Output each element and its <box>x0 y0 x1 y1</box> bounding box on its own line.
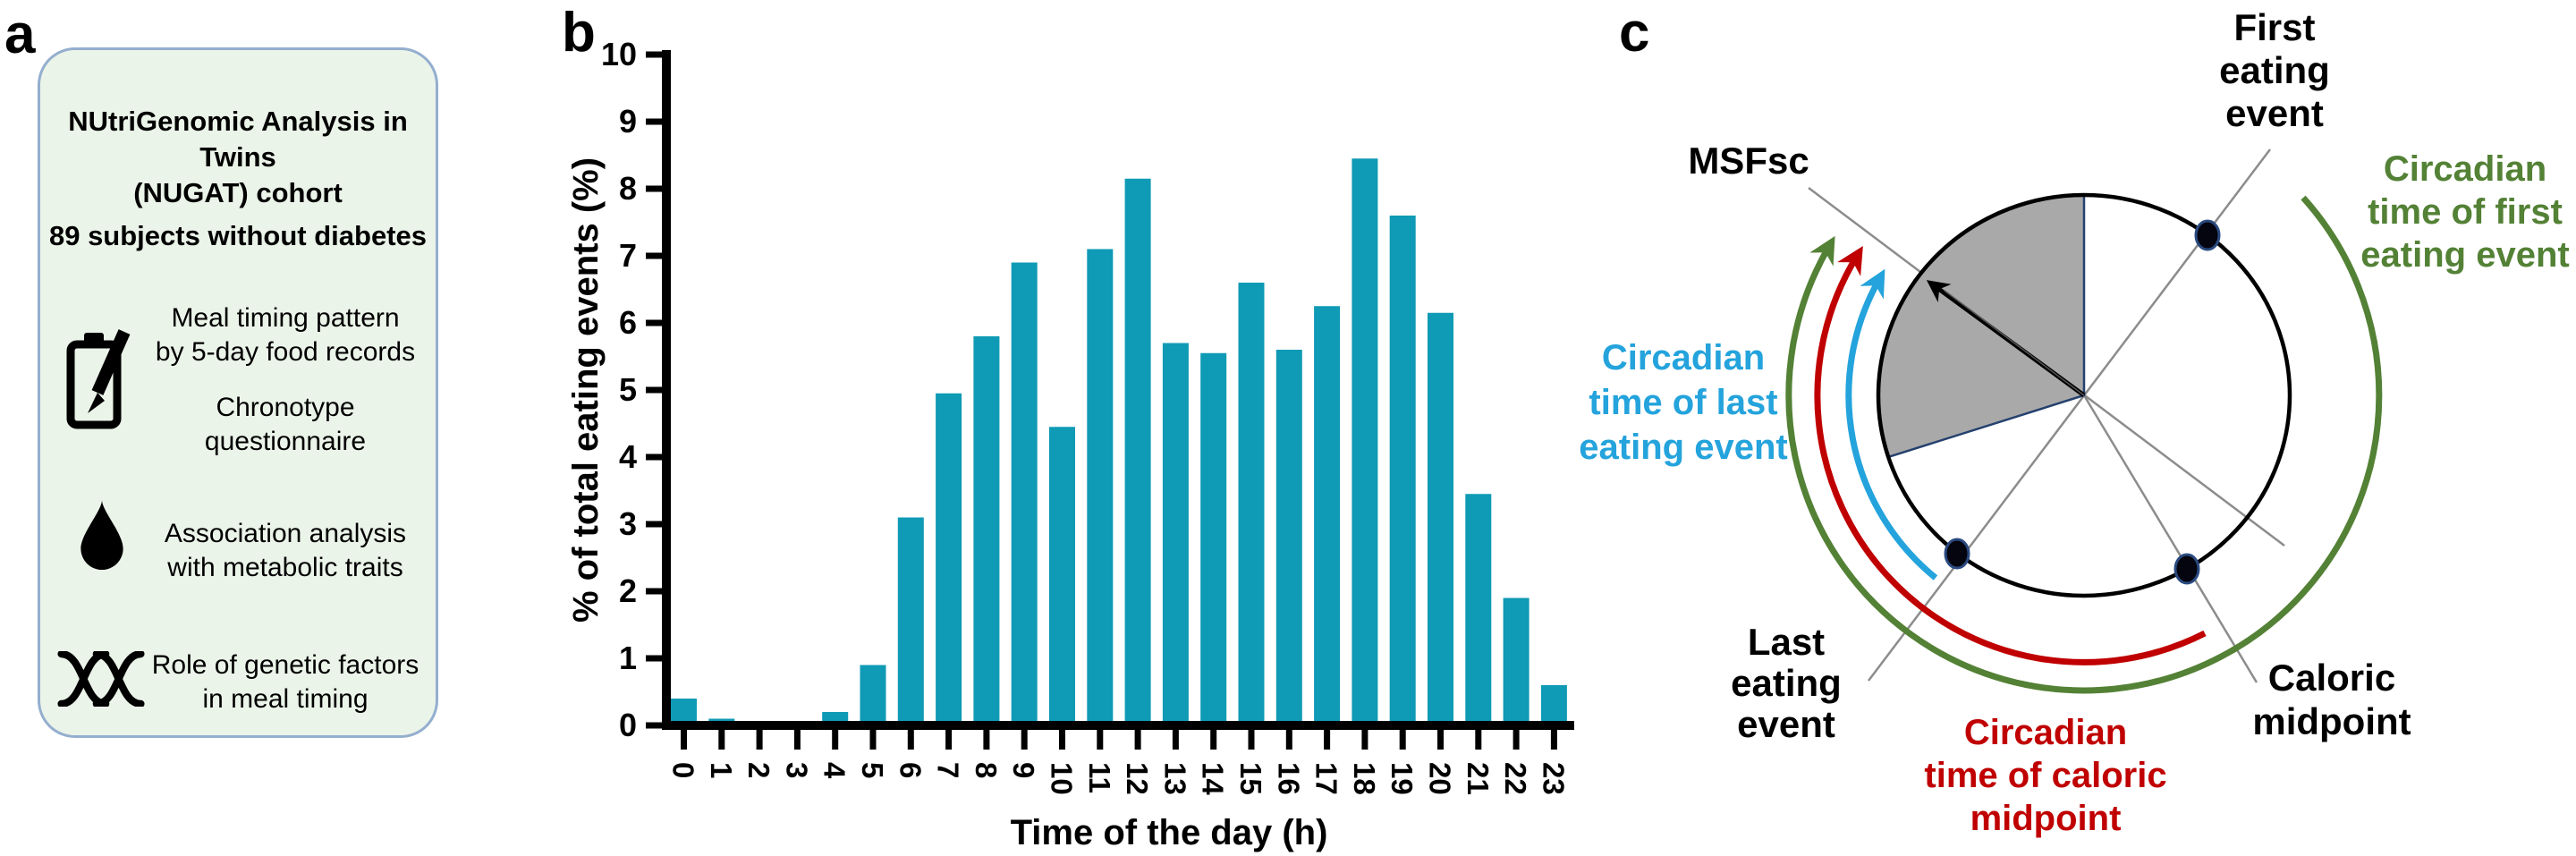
circadian-first-label: Circadian time of first eating event <box>2360 149 2569 275</box>
x-tick-label: 18 <box>1348 762 1381 795</box>
bar <box>1275 350 1302 725</box>
circadian-first-arc <box>1785 195 2383 694</box>
association-analysis-text: Association analysis with metabolic trai… <box>164 519 407 582</box>
x-tick-label: 13 <box>1158 762 1191 795</box>
clipboard-clip <box>84 333 104 347</box>
circadian-clock-diagram: MSFsc First eating event Circadian time of … <box>1579 6 2569 838</box>
bar <box>1011 262 1038 725</box>
water-drop-icon <box>79 500 125 574</box>
bar <box>1389 216 1416 725</box>
bar <box>1200 352 1227 725</box>
dna-strands <box>57 649 145 708</box>
y-tick-label: 3 <box>619 505 637 542</box>
y-tick-label: 1 <box>619 640 637 676</box>
y-tick-label: 6 <box>619 304 637 341</box>
x-tick-label: 3 <box>780 762 813 778</box>
x-tick-label: 16 <box>1272 762 1305 795</box>
bar <box>1162 343 1189 725</box>
x-tick-label: 23 <box>1537 762 1570 795</box>
pencil-shaft <box>91 329 131 395</box>
x-tick-label: 0 <box>667 762 700 778</box>
y-tick-label: 7 <box>619 237 637 274</box>
panel-a-label: a <box>4 4 36 65</box>
bar <box>936 393 962 725</box>
x-tick-label: 2 <box>742 762 775 778</box>
bar <box>1428 312 1453 725</box>
bar <box>973 336 1000 725</box>
circadian-caloric-label: Circadian time of caloric midpoint <box>1924 713 2166 838</box>
cohort-title: NUtriGenomic Analysis in Twins (NUGAT) c… <box>68 106 408 208</box>
chronotype-text: Chronotype questionnaire <box>204 393 367 456</box>
bar <box>1238 283 1265 725</box>
first-eating-label: First eating event <box>2219 6 2330 134</box>
x-tick-label: 11 <box>1083 762 1116 793</box>
x-tick-label: 9 <box>1007 762 1040 778</box>
subjects-count: 89 subjects without diabetes <box>48 220 428 251</box>
sleep-sector <box>1877 193 2086 459</box>
msfsc-arrow-inner <box>1944 290 2085 396</box>
bar <box>1124 178 1151 725</box>
bar <box>1314 306 1341 725</box>
y-axis-title: % of total eating events (%) <box>566 157 606 623</box>
x-tick-label: 5 <box>856 762 889 778</box>
x-tick-label: 4 <box>818 762 852 779</box>
first-eating-dot <box>2194 219 2221 251</box>
panel-b-label: b <box>562 2 596 64</box>
bar <box>1540 685 1567 725</box>
y-tick-label: 9 <box>619 103 637 140</box>
bar <box>897 517 924 725</box>
y-tick-label: 10 <box>601 36 637 72</box>
y-tick-label: 8 <box>619 170 637 207</box>
y-tick-label: 4 <box>619 438 637 475</box>
x-axis-title: Time of the day (h) <box>1011 813 1328 852</box>
x-tick-label: 19 <box>1385 762 1419 795</box>
circadian-last-label: Circadian time of last eating event <box>1579 338 1787 467</box>
circadian-last-arc <box>1845 268 1938 581</box>
x-tick-label: 20 <box>1424 762 1457 795</box>
x-tick-label: 6 <box>894 762 927 778</box>
x-tick-label: 22 <box>1499 762 1532 795</box>
y-tick-label: 0 <box>619 707 637 743</box>
bar <box>1352 158 1378 725</box>
drop-shape <box>80 500 123 570</box>
msfsc-label: MSFsc <box>1688 140 1809 182</box>
dna-icon <box>56 649 146 711</box>
x-tick-label: 1 <box>705 762 738 778</box>
x-tick-label: 7 <box>932 762 965 778</box>
clock-circle <box>1876 192 2292 598</box>
bar <box>1049 427 1075 725</box>
bar <box>860 665 886 725</box>
y-tick-label: 2 <box>619 572 637 609</box>
x-tick-label: 15 <box>1234 762 1267 795</box>
bar <box>1087 249 1114 725</box>
caloric-midpoint-dot <box>2174 553 2200 585</box>
caloric-midpoint-line <box>2082 394 2258 683</box>
bar <box>1465 494 1492 725</box>
meal-timing-text: Meal timing pattern by 5-day food record… <box>155 303 416 367</box>
x-tick-label: 21 <box>1462 762 1495 795</box>
x-tick-label: 17 <box>1310 762 1343 795</box>
x-tick-label: 10 <box>1046 762 1079 795</box>
bar <box>1503 598 1530 725</box>
panel-c-label: c <box>1619 2 1650 64</box>
circadian-caloric-arc <box>1814 246 2207 665</box>
last-eating-dot <box>1944 538 1970 570</box>
x-tick-label: 8 <box>970 762 1003 778</box>
last-eating-label: Last eating event <box>1731 621 1842 745</box>
y-tick-label: 5 <box>619 371 637 408</box>
caloric-midpoint-label: Caloric midpoint <box>2252 657 2411 742</box>
x-tick-label: 12 <box>1121 762 1154 795</box>
pencil-tip <box>88 393 105 413</box>
clipboard-pencil-icon <box>64 323 133 438</box>
study-overview-box: NUtriGenomic Analysis in Twins (NUGAT) c… <box>38 47 438 738</box>
genetic-factors-text: Role of genetic factors in meal timing <box>151 650 419 714</box>
x-tick-label: 14 <box>1197 762 1230 795</box>
